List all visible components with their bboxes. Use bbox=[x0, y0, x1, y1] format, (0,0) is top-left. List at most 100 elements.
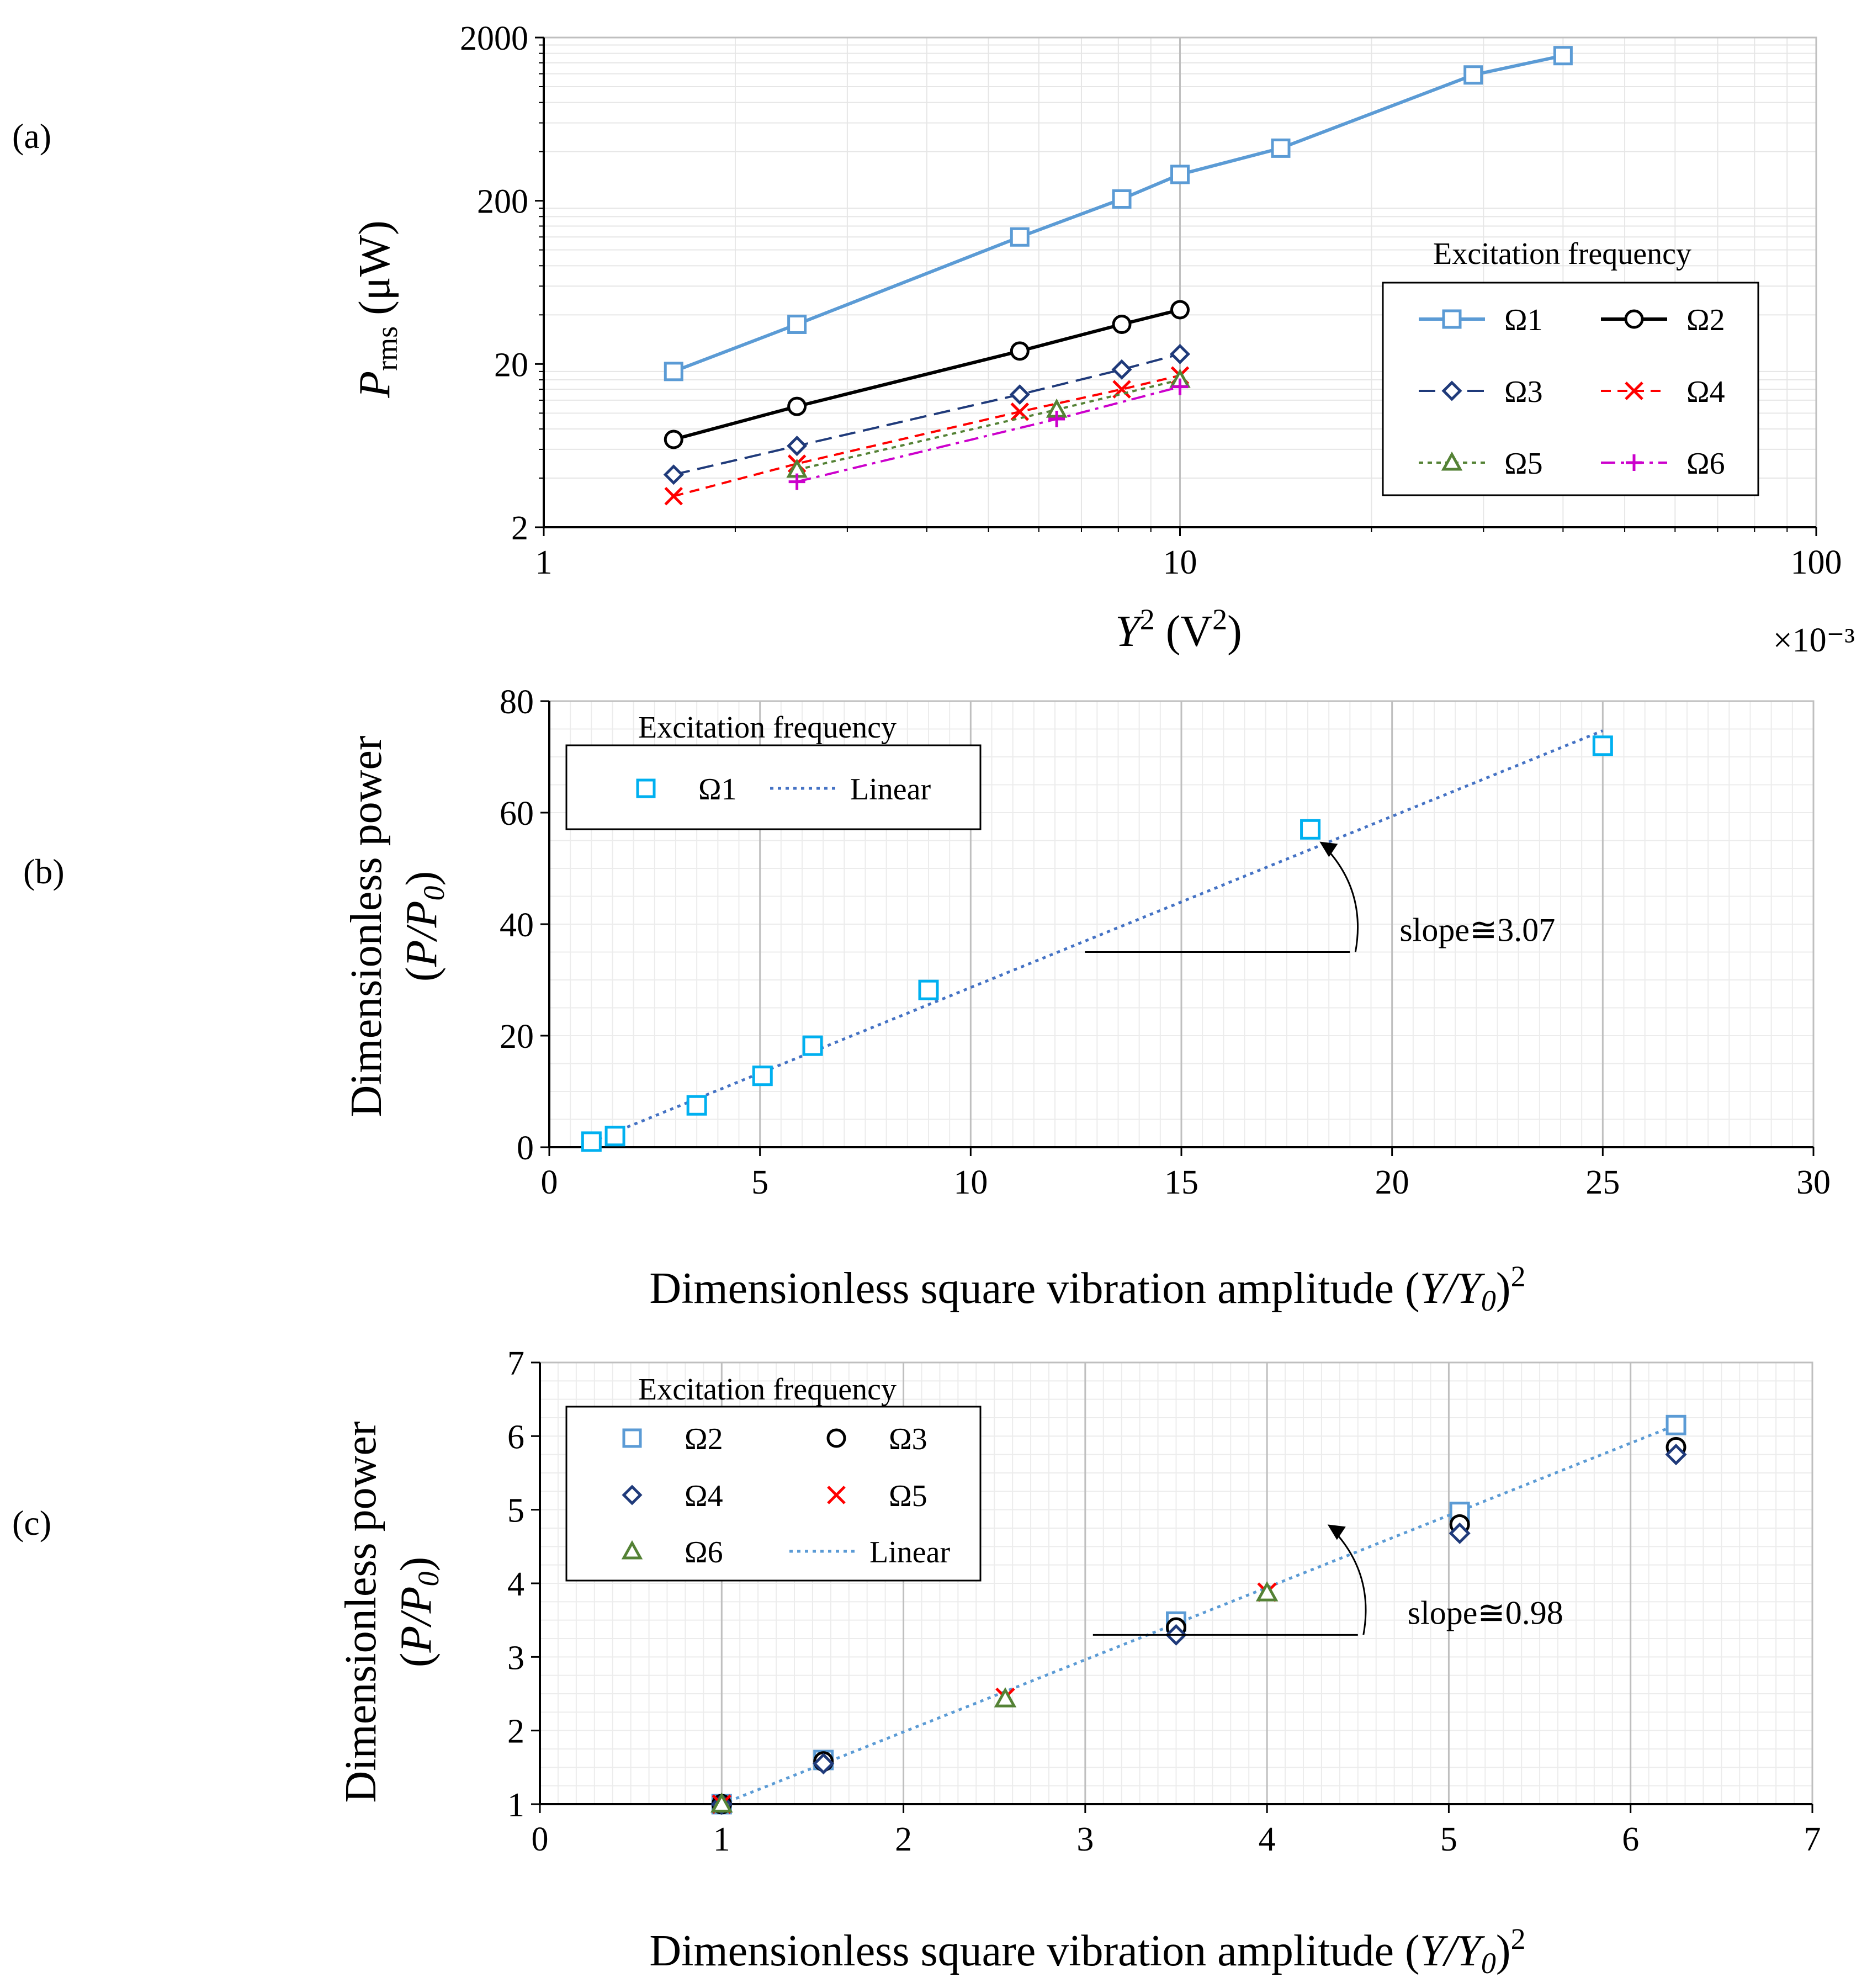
chart-a-point bbox=[664, 362, 683, 381]
chart-a-xlabel-rest: (V bbox=[1155, 607, 1212, 656]
chart-c-ylabel-a: ( bbox=[392, 1652, 441, 1667]
chart-c-ylabel2: (P/P0) bbox=[392, 1557, 445, 1667]
chart-a-point bbox=[1170, 300, 1190, 320]
chart-a-point bbox=[1048, 411, 1065, 428]
chart-c-ytick-label: 5 bbox=[507, 1492, 524, 1530]
chart-b-point bbox=[752, 1065, 773, 1086]
chart-a-legend-item: Ω6 bbox=[1601, 447, 1725, 481]
chart-b-legend-item: Linear bbox=[770, 772, 931, 807]
chart-a-ylabel-sub: rms bbox=[370, 326, 404, 371]
chart-a-xlabel-main: Y bbox=[1115, 607, 1144, 656]
chart-a-point bbox=[1171, 378, 1189, 395]
chart-a-ytick-label: 200 bbox=[477, 183, 528, 221]
chart-a-point bbox=[787, 314, 807, 334]
chart-a-point bbox=[787, 436, 808, 457]
chart-c-legend-label: Ω4 bbox=[685, 1479, 723, 1513]
chart-b-ylabel2: (P/P0) bbox=[397, 871, 450, 982]
chart-b-point bbox=[802, 1035, 823, 1056]
chart-b-xlabel-italic: Y/Y bbox=[1420, 1264, 1486, 1313]
chart-c-ylabel-b: ) bbox=[392, 1557, 441, 1572]
chart-a-legend-marker bbox=[1625, 381, 1643, 400]
chart-b-point bbox=[581, 1131, 602, 1152]
chart-c-legend-item: Linear bbox=[789, 1535, 950, 1570]
chart-a-point bbox=[664, 486, 683, 506]
chart-c-legend-item: Ω5 bbox=[827, 1479, 927, 1513]
chart-a-ytick-label: 2 bbox=[511, 510, 528, 547]
chart-c-point bbox=[710, 1792, 733, 1813]
chart-b-grid bbox=[549, 701, 1813, 1147]
chart-a-point bbox=[1463, 65, 1483, 85]
chart-b-legend-marker bbox=[636, 778, 656, 798]
chart-a-ytick-label: 2000 bbox=[460, 20, 528, 57]
chart-b-ylabel-a: ( bbox=[397, 967, 446, 982]
chart-c-point bbox=[1666, 1414, 1686, 1435]
chart-a-series-3 bbox=[663, 343, 1191, 485]
chart-a-point bbox=[787, 396, 807, 416]
chart-a-legend-label: Ω2 bbox=[1686, 303, 1725, 337]
chart-a-legend-item: Ω5 bbox=[1419, 447, 1543, 481]
chart-c-xtick-label: 2 bbox=[895, 1821, 912, 1858]
chart-c-xtick-label: 0 bbox=[532, 1821, 549, 1858]
chart-c-ytick-label: 2 bbox=[507, 1713, 524, 1751]
chart-b-legend-label: Ω1 bbox=[698, 772, 737, 807]
chart-c-ylabel-line1: Dimensionless power bbox=[337, 1421, 385, 1803]
chart-c-series-5 bbox=[710, 1581, 1279, 1813]
chart-a-legend-label: Ω6 bbox=[1686, 447, 1725, 481]
chart-b-point bbox=[1592, 735, 1613, 756]
chart-a-xtick-label: 10 bbox=[1163, 544, 1197, 581]
chart-c-xtick-label: 4 bbox=[1259, 1821, 1276, 1858]
chart-b-point bbox=[604, 1126, 625, 1147]
chart-a-series-6 bbox=[788, 378, 1189, 490]
chart-a-point bbox=[1010, 402, 1030, 421]
chart-b-slope-label: slope≅3.07 bbox=[1399, 912, 1555, 948]
chart-b-point bbox=[686, 1095, 707, 1116]
chart-c-legend-label: Ω6 bbox=[685, 1535, 723, 1570]
chart-b-ylabel-line1: Dimensionless power bbox=[342, 735, 391, 1117]
chart-a-legend-item: Ω3 bbox=[1419, 375, 1543, 409]
chart-c-point bbox=[1449, 1522, 1471, 1544]
chart-b-ytick-label: 60 bbox=[500, 795, 534, 833]
chart-c-legend-item: Ω2 bbox=[622, 1422, 723, 1456]
chart-a-ylabel-main: P bbox=[351, 371, 399, 399]
chart-c-ytick-label: 4 bbox=[507, 1566, 524, 1603]
chart-b-legend-title: Excitation frequency bbox=[638, 711, 897, 745]
chart-b-xlabel-sub: 0 bbox=[1481, 1284, 1496, 1317]
chart-b-slope-annotation: slope≅3.07 bbox=[1085, 841, 1555, 953]
chart-c-legend-item: Ω3 bbox=[826, 1422, 927, 1456]
chart-c-legend-label: Ω3 bbox=[889, 1422, 927, 1456]
chart-a-legend-marker bbox=[1441, 380, 1462, 401]
chart-b-ylabel-b: ) bbox=[397, 871, 446, 886]
chart-b-xlabel-end: ) bbox=[1496, 1264, 1511, 1313]
chart-a-point bbox=[1271, 138, 1291, 158]
chart-a-xlabel-sup2: 2 bbox=[1212, 603, 1227, 636]
chart-c-legend-marker bbox=[622, 1485, 643, 1505]
chart-b-xtick-label: 30 bbox=[1796, 1164, 1831, 1201]
chart-b-ylabel-italic: P/P bbox=[397, 901, 446, 968]
chart-b-xtick-label: 10 bbox=[953, 1164, 988, 1201]
chart-a-xtick-label: 100 bbox=[1791, 544, 1842, 581]
chart-b-legend: Excitation frequency Ω1 Linear bbox=[565, 711, 982, 830]
chart-c-xtick-label: 6 bbox=[1622, 1821, 1639, 1858]
chart-c-xlabel-sup: 2 bbox=[1511, 1922, 1526, 1955]
chart-b-xtick-label: 5 bbox=[751, 1164, 768, 1201]
chart-a-x-multiplier: ×10⁻³ bbox=[1773, 622, 1855, 659]
chart-a-point bbox=[1111, 359, 1132, 380]
chart-b-xtick-label: 25 bbox=[1585, 1164, 1620, 1201]
chart-c-slope-annotation: slope≅0.98 bbox=[1092, 1524, 1563, 1636]
chart-c-point bbox=[994, 1687, 1017, 1708]
chart-c-legend-title: Excitation frequency bbox=[638, 1372, 897, 1407]
chart-a-point bbox=[1169, 343, 1191, 364]
chart-a-point bbox=[1009, 384, 1030, 405]
chart-a-point bbox=[1010, 227, 1030, 247]
chart-b-legend-item: Ω1 bbox=[636, 772, 737, 807]
chart-a-legend-marker bbox=[1442, 309, 1462, 329]
chart-c-xlabel-main: Dimensionless square vibration amplitude… bbox=[649, 1927, 1419, 1975]
chart-a-xlabel-end: ) bbox=[1227, 607, 1242, 656]
chart-c-xtick-label: 1 bbox=[713, 1821, 730, 1858]
chart-a-series-line bbox=[673, 54, 1564, 373]
chart-c-point bbox=[1255, 1581, 1279, 1602]
chart-c-legend-item: Ω4 bbox=[622, 1479, 723, 1513]
chart-b-point bbox=[918, 979, 939, 1000]
chart-a-legend-item: Ω2 bbox=[1601, 303, 1725, 337]
